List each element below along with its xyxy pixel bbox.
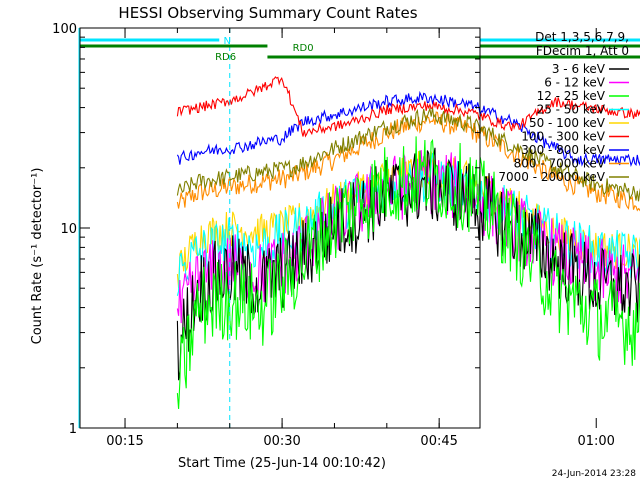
y-axis-label: Count Rate (s⁻¹ detector⁻¹) xyxy=(30,168,45,345)
legend: Det 1,3,5,6,7,9, FDecim 1, Att 0 3 - 6 k… xyxy=(498,30,629,184)
x-axis-label: Start Time (25-Jun-14 00:10:42) xyxy=(178,456,386,471)
y-tick-label: 1 xyxy=(69,422,77,437)
x-tick-label: 00:30 xyxy=(263,434,300,449)
y-tick-label: 100 xyxy=(52,22,77,37)
flag-label: N xyxy=(223,36,230,47)
x-tick-label: 00:15 xyxy=(106,434,143,449)
series-trace xyxy=(176,90,640,168)
legend-entry-label: 300 - 800 keV xyxy=(521,143,605,157)
series-trace xyxy=(176,136,640,409)
legend-entry-label: 25 - 50 keV xyxy=(537,103,606,117)
x-tick-label: 01:00 xyxy=(577,434,614,449)
legend-entry-label: 6 - 12 keV xyxy=(544,76,606,90)
legend-entry-label: 3 - 6 keV xyxy=(552,62,606,76)
plot-area: NRD0RD611010000:1500:3000:4501:0001:1501… xyxy=(52,22,640,449)
legend-entry-label: 7000 - 20000 keV xyxy=(498,170,605,184)
chart-title: HESSI Observing Summary Count Rates xyxy=(118,4,417,22)
legend-entry-label: 100 - 300 keV xyxy=(521,130,605,144)
series-trace xyxy=(176,151,640,289)
series-trace xyxy=(176,76,640,138)
legend-entry-label: 800 - 7000 keV xyxy=(514,157,606,171)
x-tick-label: 00:45 xyxy=(420,434,457,449)
series-trace xyxy=(176,106,640,202)
y-tick-label: 10 xyxy=(60,222,77,237)
flag-label: RD6 xyxy=(215,52,236,63)
legend-entry-label: 12 - 25 keV xyxy=(537,89,606,103)
legend-header-line-2: FDecim 1, Att 0 xyxy=(536,44,629,58)
series-trace xyxy=(176,111,640,212)
series-trace xyxy=(176,147,640,381)
legend-header-line-1: Det 1,3,5,6,7,9, xyxy=(535,30,629,44)
date-stamp: 24-Jun-2014 23:28 xyxy=(552,469,636,479)
legend-entry-label: 50 - 100 keV xyxy=(529,116,606,130)
flag-label: RD0 xyxy=(293,43,314,54)
